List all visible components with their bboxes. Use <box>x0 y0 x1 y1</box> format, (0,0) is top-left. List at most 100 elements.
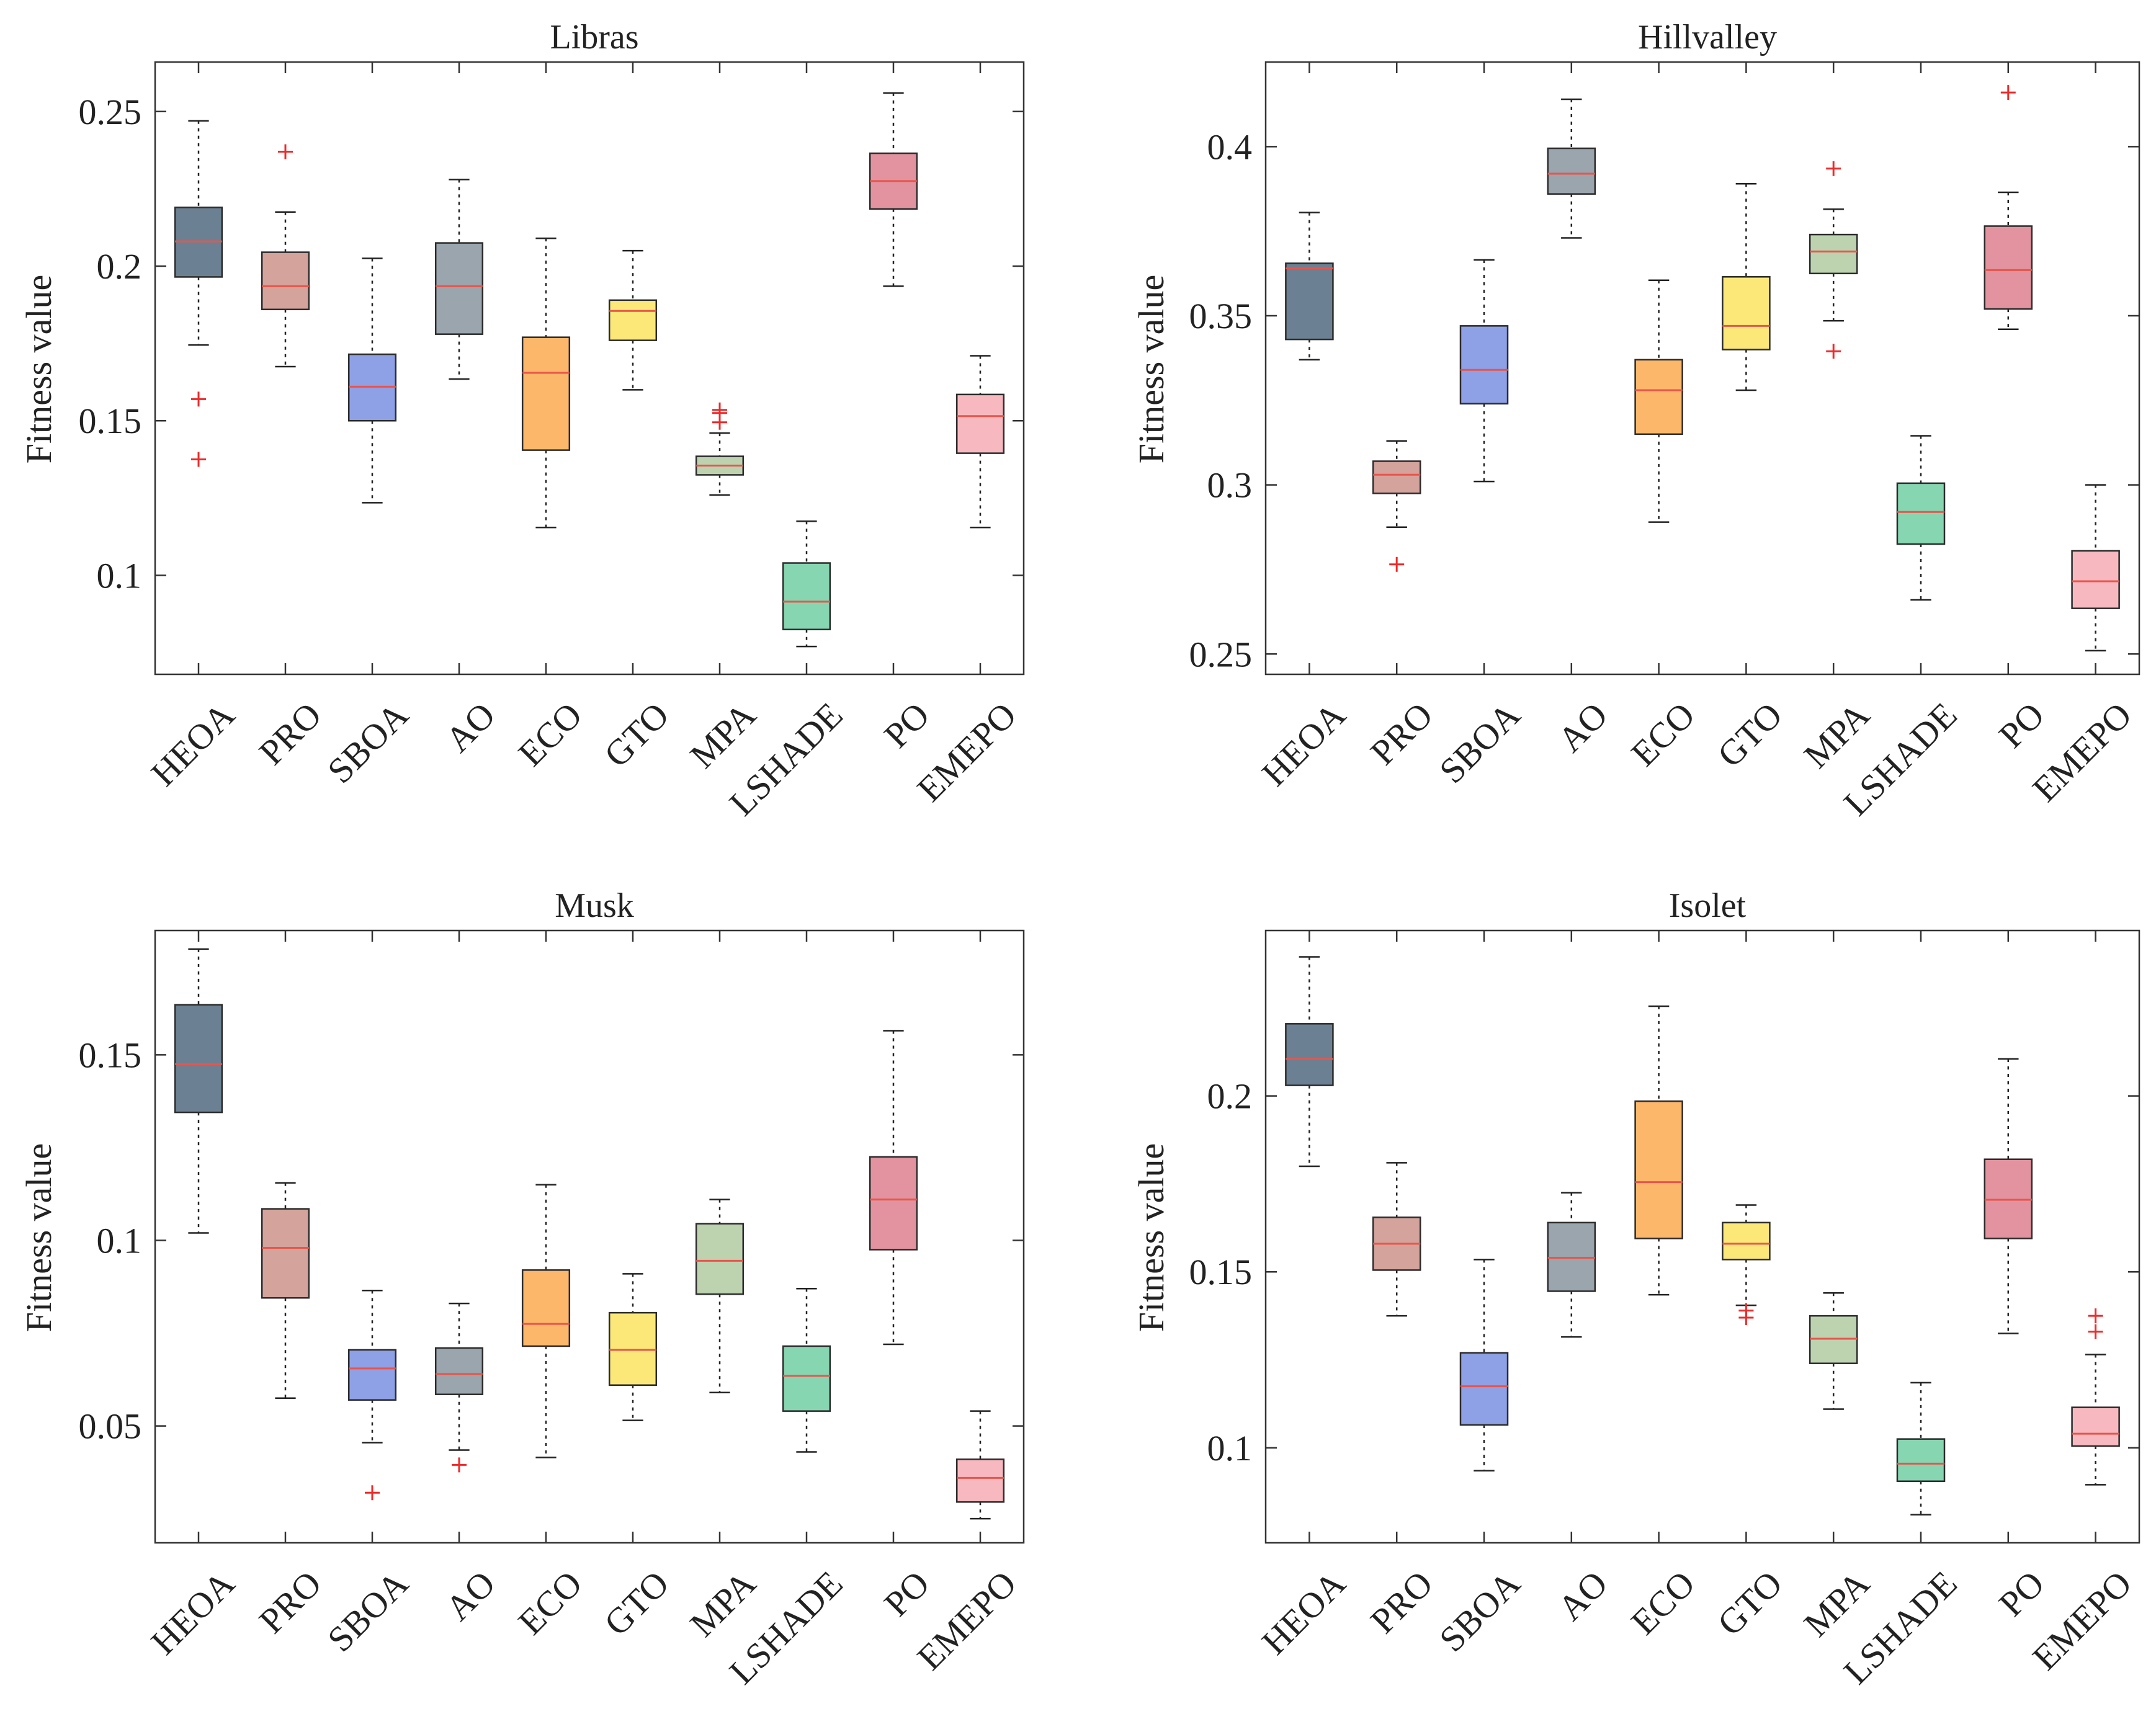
x-tick-label: PO <box>876 1563 937 1624</box>
box-lshade <box>782 1345 831 1412</box>
box-emepo <box>955 393 1005 454</box>
y-tick-label: 0.25 <box>1189 634 1253 674</box>
x-tick-label: GTO <box>596 695 677 775</box>
x-tick-label: SBOA <box>1431 1563 1528 1659</box>
outlier-marker <box>278 144 293 159</box>
box-gto <box>1722 1221 1771 1261</box>
box-heoa <box>174 1004 223 1114</box>
box-sboa <box>1459 325 1509 405</box>
box-ao <box>1547 147 1596 195</box>
box-po <box>869 1156 918 1251</box>
box-lshade <box>1896 482 1946 545</box>
chart-title-hillvalley: Hillvalley <box>1638 18 1777 56</box>
y-axis-label-libras: Fitness value <box>19 275 59 463</box>
x-tick-label: SBOA <box>320 695 416 791</box>
x-tick-label: HEOA <box>143 695 243 794</box>
box-sboa <box>347 1349 397 1401</box>
y-tick-label: 0.1 <box>1207 1428 1253 1468</box>
chart-isolet: Isolet Fitness value 0.1 0.15 0.2 HEOA PROSB… <box>1131 886 2140 1692</box>
x-tick-label: HEOA <box>1254 695 1353 794</box>
x-tick-label: PO <box>1991 1563 2052 1624</box>
x-tick-label: MPA <box>682 1563 764 1645</box>
outlier-marker <box>191 452 206 467</box>
y-tick-label: 0.15 <box>1189 1252 1253 1292</box>
x-tick-label: AO <box>1550 1563 1615 1628</box>
outlier-marker <box>452 1457 467 1473</box>
chart-musk: Musk Fitness value 0.05 0.1 0.15 HEOA PROSBO… <box>19 886 1025 1692</box>
box-eco <box>521 1269 571 1347</box>
x-tick-label: SBOA <box>320 1563 416 1659</box>
box-emepo <box>2071 550 2120 609</box>
x-tick-label: PRO <box>1362 1563 1441 1641</box>
box-eco <box>521 336 571 451</box>
box-po <box>1984 225 2033 310</box>
box-emepo <box>955 1458 1005 1503</box>
x-tick-label: PO <box>876 695 937 756</box>
box-eco <box>1634 359 1683 435</box>
x-tick-label: HEOA <box>143 1563 243 1663</box>
x-tick-label: MPA <box>682 695 764 776</box>
axes-frame-libras <box>154 61 1025 676</box>
box-pro <box>1372 460 1421 494</box>
x-tick-label: PRO <box>251 695 329 773</box>
y-tick-label: 0.35 <box>1189 296 1253 336</box>
y-axis-label-isolet: Fitness value <box>1131 1143 1171 1332</box>
y-tick-label: 0.2 <box>1207 1076 1253 1117</box>
outlier-marker <box>2088 1308 2103 1324</box>
x-tick-label: AO <box>1550 695 1615 760</box>
y-tick-label: 0.05 <box>79 1406 142 1447</box>
box-pro <box>261 1208 310 1299</box>
axes-frame-hillvalley <box>1264 61 2140 676</box>
x-tick-label: PRO <box>251 1563 329 1641</box>
outlier-marker <box>2088 1324 2103 1339</box>
outlier-marker <box>365 1485 380 1501</box>
box-gto <box>1722 276 1771 350</box>
box-gto <box>608 299 658 341</box>
box-ao <box>434 1347 484 1395</box>
x-tick-label: EMEPO <box>910 695 1024 810</box>
x-tick-label: GTO <box>1709 695 1790 775</box>
box-heoa <box>1285 262 1334 341</box>
y-tick-label: 0.2 <box>97 246 142 287</box>
x-tick-label: HEOA <box>1254 1563 1353 1663</box>
outlier-marker <box>1826 161 1841 176</box>
chart-title-musk: Musk <box>555 886 634 925</box>
x-tick-label: PO <box>1991 695 2052 756</box>
box-mpa <box>1809 233 1858 275</box>
y-tick-label: 0.1 <box>97 555 142 596</box>
box-lshade <box>782 562 831 630</box>
x-tick-label: EMEPO <box>2024 1563 2139 1678</box>
x-tick-label: GTO <box>596 1563 677 1644</box>
box-ao <box>434 242 484 335</box>
x-tick-label: ECO <box>1623 1563 1702 1643</box>
y-tick-label: 0.15 <box>79 401 142 441</box>
x-tick-label: PRO <box>1362 695 1441 773</box>
y-axis-label-musk: Fitness value <box>19 1143 59 1332</box>
y-tick-label: 0.1 <box>97 1220 142 1261</box>
x-tick-label: MPA <box>1796 695 1877 776</box>
box-eco <box>1634 1100 1683 1239</box>
box-emepo <box>2071 1406 2120 1447</box>
x-tick-label: EMEPO <box>2024 695 2139 810</box>
y-tick-label: 0.4 <box>1207 127 1253 167</box>
x-tick-label: MPA <box>1796 1563 1877 1645</box>
outlier-marker <box>191 391 206 407</box>
x-tick-label: SBOA <box>1431 695 1528 791</box>
y-tick-label: 0.15 <box>79 1035 142 1075</box>
box-mpa <box>695 1223 745 1295</box>
chart-title-libras: Libras <box>550 18 638 56</box>
box-heoa <box>1285 1023 1334 1086</box>
outlier-marker <box>1826 344 1841 359</box>
y-tick-label: 0.3 <box>1207 465 1253 506</box>
x-tick-label: EMEPO <box>910 1563 1024 1678</box>
chart-hillvalley: Hillvalley Fitness value 0.25 0.3 0.35 0.4 H… <box>1131 18 2140 823</box>
box-lshade <box>1896 1438 1946 1482</box>
axes-frame-isolet <box>1264 929 2140 1544</box>
chart-title-isolet: Isolet <box>1669 886 1747 925</box>
